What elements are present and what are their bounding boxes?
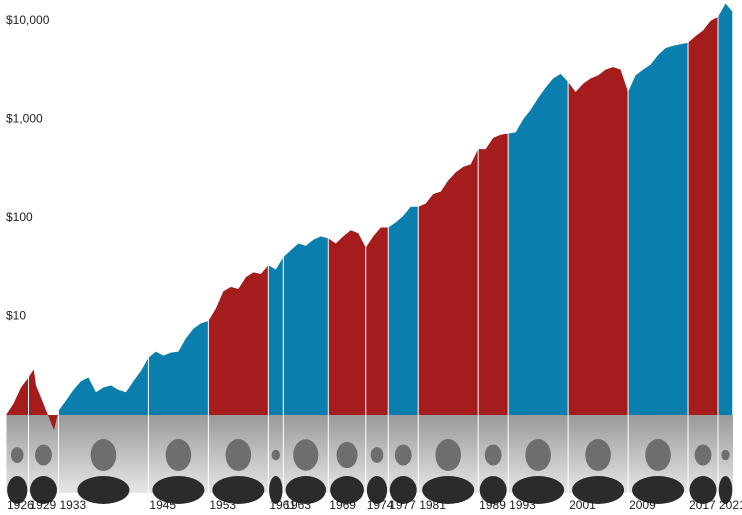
- x-tick-label: 1969: [329, 498, 356, 512]
- y-tick-label: $10: [6, 309, 26, 323]
- x-tick-label: 1929: [29, 498, 56, 512]
- term-area: [688, 16, 719, 416]
- portrait-head: [370, 447, 384, 463]
- x-tick-label: 1953: [209, 498, 236, 512]
- portrait-head: [336, 441, 358, 469]
- portrait-head: [525, 439, 551, 471]
- term-area: [6, 377, 29, 415]
- term-area: [628, 42, 689, 415]
- portrait-head: [585, 439, 611, 471]
- portrait-body: [512, 476, 565, 504]
- portrait-head: [435, 439, 461, 471]
- y-tick-label: $1,000: [6, 112, 43, 126]
- portrait-head: [293, 439, 319, 471]
- x-tick-label: 1926: [7, 498, 34, 512]
- x-tick-label: 1933: [59, 498, 86, 512]
- portrait-body: [152, 476, 205, 504]
- portrait-head: [35, 444, 52, 466]
- portrait-body: [422, 476, 475, 504]
- portrait-body: [389, 476, 417, 504]
- term-area: [718, 3, 733, 416]
- portrait-body: [572, 476, 625, 504]
- portrait-body: [29, 476, 57, 504]
- x-tick-label: 1977: [389, 498, 416, 512]
- x-tick-label: 1981: [419, 498, 446, 512]
- x-tick-label: 2021: [719, 498, 742, 512]
- portrait-head: [394, 444, 412, 466]
- portrait-head: [484, 444, 502, 466]
- portrait-head: [225, 439, 252, 471]
- x-tick-label: 1974: [367, 498, 394, 512]
- portrait-head: [90, 439, 117, 471]
- portrait-body: [718, 476, 733, 504]
- portrait-body: [330, 476, 364, 504]
- portrait-head: [645, 439, 671, 471]
- x-tick-label: 1961: [269, 498, 296, 512]
- term-area: [268, 257, 284, 415]
- portrait-head: [694, 444, 712, 466]
- portrait-head: [10, 447, 24, 463]
- term-area: [568, 67, 629, 415]
- portrait-body: [7, 476, 28, 504]
- x-tick-label: 1945: [149, 498, 176, 512]
- y-tick-label: $100: [6, 210, 33, 224]
- term-area: [208, 265, 269, 415]
- portrait-body: [689, 476, 717, 504]
- x-tick-label: 2017: [689, 498, 716, 512]
- term-area: [328, 230, 366, 415]
- x-tick-label: 1989: [479, 498, 506, 512]
- term-area: [283, 236, 329, 415]
- portrait-body: [479, 476, 507, 504]
- portrait-body: [632, 476, 685, 504]
- portrait-head: [721, 449, 730, 461]
- portrait-body: [269, 476, 283, 504]
- x-tick-label: 1963: [284, 498, 311, 512]
- x-tick-label: 1993: [509, 498, 536, 512]
- portrait-head: [271, 449, 281, 461]
- portrait-body: [212, 476, 265, 504]
- x-tick-label: 2009: [629, 498, 656, 512]
- term-area: [148, 320, 209, 415]
- term-area: [388, 206, 419, 415]
- term-area: [478, 133, 509, 416]
- term-area: [508, 73, 569, 415]
- portrait-head: [165, 439, 192, 471]
- portrait-body: [366, 476, 388, 504]
- term-area: [418, 149, 479, 415]
- portrait-body: [77, 476, 130, 504]
- x-tick-label: 2001: [569, 498, 596, 512]
- portrait-body: [285, 476, 327, 504]
- term-area: [365, 227, 389, 415]
- term-area: [28, 369, 59, 431]
- y-tick-label: $10,000: [6, 13, 50, 27]
- term-area: [58, 357, 149, 415]
